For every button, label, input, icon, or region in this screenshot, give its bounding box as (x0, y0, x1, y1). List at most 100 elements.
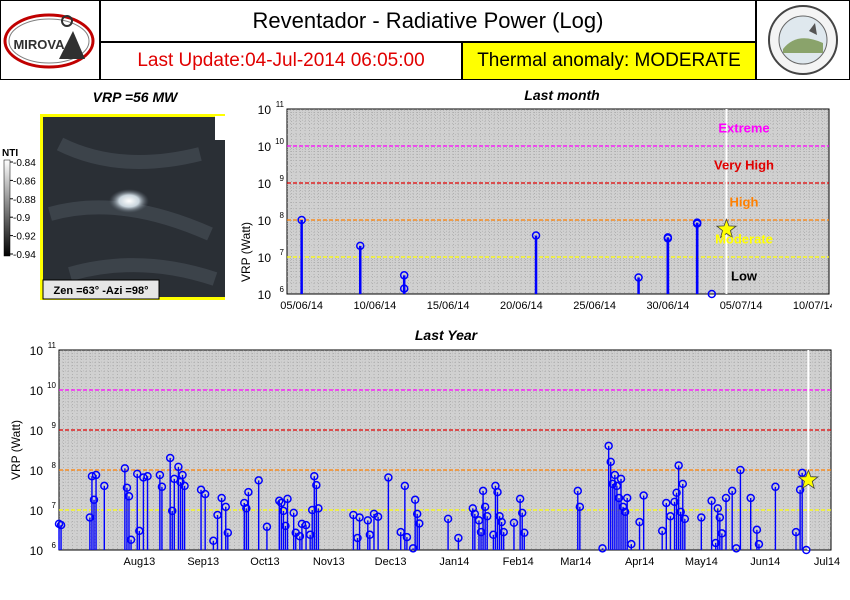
data-point (373, 512, 383, 521)
data-point (120, 464, 130, 473)
y-tick-label: 10 (258, 103, 272, 117)
threshold-label: Very High (714, 158, 774, 173)
data-point (606, 457, 615, 467)
last-month-ylabel: VRP (Watt) (239, 222, 253, 282)
data-point (132, 469, 142, 479)
y-tick-exponent: 8 (280, 211, 285, 220)
data-point (468, 504, 478, 513)
data-point (520, 528, 529, 537)
y-tick-exponent: 10 (47, 381, 56, 390)
data-point (297, 215, 306, 225)
y-tick-label: 10 (258, 288, 272, 302)
last-update-box: Last Update:04-Jul-2014 06:05:00 (100, 42, 462, 80)
seal-volcano-icon (809, 23, 817, 35)
y-tick-exponent: 7 (280, 248, 285, 257)
x-tick-label: Apr14 (625, 556, 654, 568)
data-point (353, 533, 362, 543)
threshold-label: Low (731, 269, 758, 284)
logo-volcano-icon (59, 31, 85, 59)
data-point (297, 519, 307, 529)
data-point (244, 487, 253, 497)
x-tick-label: Dec13 (375, 556, 407, 568)
data-point (707, 289, 717, 299)
data-point (312, 480, 321, 490)
data-point (478, 486, 488, 496)
last-update-text: Last Update:04-Jul-2014 06:05:00 (137, 50, 425, 71)
data-point (754, 539, 764, 549)
colorbar-label: NTI (2, 148, 18, 159)
x-tick-label: May14 (685, 556, 718, 568)
last-month-x-ticks: 05/06/14 10/06/14 15/06/14 20/06/14 25/06/14… (280, 290, 832, 312)
x-tick-label: Mar14 (560, 556, 591, 568)
data-point (480, 502, 490, 512)
data-point (493, 487, 502, 497)
last-month-plot-area: Extreme Very High High Moderate Low (286, 108, 830, 299)
threshold-label: High (730, 195, 759, 210)
data-point (622, 493, 632, 503)
data-point (746, 493, 755, 503)
data-point (200, 489, 210, 499)
logo-ring (3, 13, 95, 69)
threshold-label: Moderate (715, 232, 773, 247)
y-tick-label: 10 (258, 251, 272, 265)
data-point (680, 514, 690, 524)
y-tick-label: 10 (30, 384, 44, 398)
angle-label-box (42, 279, 160, 300)
data-point (771, 482, 780, 492)
data-point (363, 516, 373, 525)
data-point (752, 525, 762, 535)
y-tick-label: 10 (30, 464, 44, 478)
data-point (697, 513, 706, 522)
data-point (180, 481, 189, 491)
page-title: Reventador - Radiative Power (Log) (252, 8, 604, 33)
data-point (608, 479, 618, 489)
data-point (410, 495, 420, 505)
data-point (598, 544, 607, 553)
data-point (604, 441, 613, 451)
data-point (384, 473, 393, 482)
x-tick-label: Oct13 (250, 556, 279, 568)
university-seal (756, 0, 850, 80)
data-point (167, 506, 177, 516)
data-point (277, 498, 286, 508)
data-point (91, 470, 101, 480)
data-point (736, 465, 745, 475)
data-point (499, 527, 508, 537)
colorbar-tick-label: -0.86 (13, 176, 36, 187)
y-tick-label: 10 (258, 214, 272, 228)
data-point (674, 461, 683, 470)
data-point (802, 545, 811, 555)
colorbar-ticks: -0.84 -0.86 -0.88 -0.9 -0.92 -0.94 (10, 158, 36, 261)
data-point (281, 521, 290, 531)
data-point (174, 462, 183, 472)
data-point (639, 491, 648, 500)
y-tick-label: 10 (30, 544, 44, 558)
y-tick-exponent: 7 (52, 501, 57, 510)
x-tick-label: Jul14 (814, 556, 840, 568)
data-point (165, 453, 175, 463)
thermal-hotspot (109, 189, 149, 213)
data-point (355, 513, 364, 522)
data-point (122, 483, 132, 492)
x-tick-label: Nov13 (313, 556, 345, 568)
data-point (283, 494, 292, 504)
data-point (399, 284, 409, 293)
threshold-label: Extreme (718, 121, 769, 136)
data-point (289, 508, 298, 518)
thermal-thumbnail-panel: VRP =56 MW NTI -0.84-0.86-0.88-0.9-0.92-… (2, 89, 225, 300)
data-point (56, 520, 66, 530)
y-tick-exponent: 6 (52, 541, 57, 550)
data-point (721, 493, 731, 503)
angle-label: Zen =63° -Azi =98° (53, 285, 148, 297)
data-point (143, 471, 152, 481)
data-point (242, 504, 251, 513)
data-point (400, 481, 410, 491)
data-point (672, 488, 681, 497)
data-point (676, 507, 685, 517)
x-tick-label: 30/06/14 (646, 300, 689, 312)
x-tick-label: Feb14 (503, 556, 534, 568)
data-point (715, 513, 725, 522)
